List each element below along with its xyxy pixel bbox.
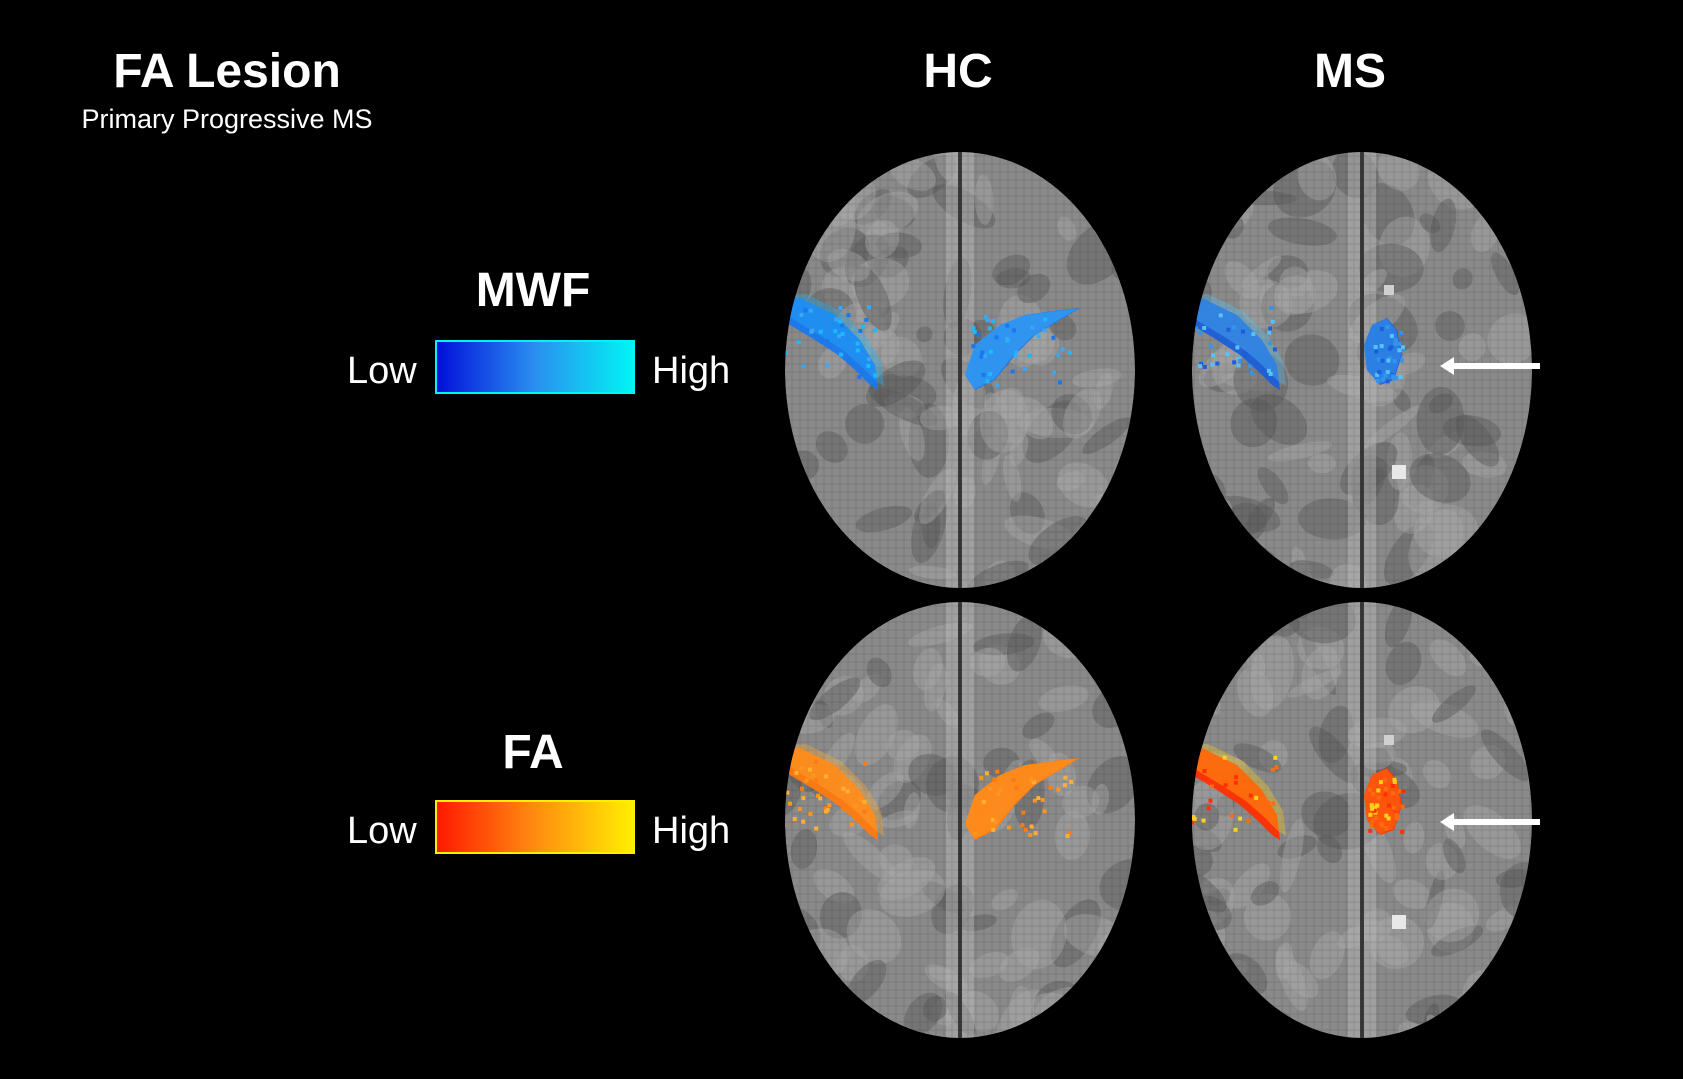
arrow-head	[1440, 813, 1454, 831]
brain-scan-mwf-hc	[760, 140, 1160, 600]
lesion-arrow-icon	[1440, 812, 1540, 832]
fa-colorbar	[435, 800, 635, 854]
mwf-legend-high: High	[652, 350, 730, 393]
fa-legend-high: High	[652, 810, 730, 853]
mwf-legend-low: Low	[347, 350, 417, 393]
mwf-legend-title: MWF	[383, 263, 683, 318]
arrow-shaft	[1452, 363, 1540, 369]
lesion-arrow-icon	[1440, 356, 1540, 376]
arrow-shaft	[1452, 819, 1540, 825]
figure-title: FA Lesion	[30, 44, 424, 99]
arrow-head	[1440, 357, 1454, 375]
figure-subtitle: Primary Progressive MS	[30, 104, 424, 135]
column-header-hc: HC	[808, 44, 1108, 99]
brain-scan-fa-hc	[760, 590, 1160, 1050]
mwf-colorbar	[435, 340, 635, 394]
fa-legend-title: FA	[383, 725, 683, 780]
fa-legend-low: Low	[347, 810, 417, 853]
column-header-ms: MS	[1200, 44, 1500, 99]
